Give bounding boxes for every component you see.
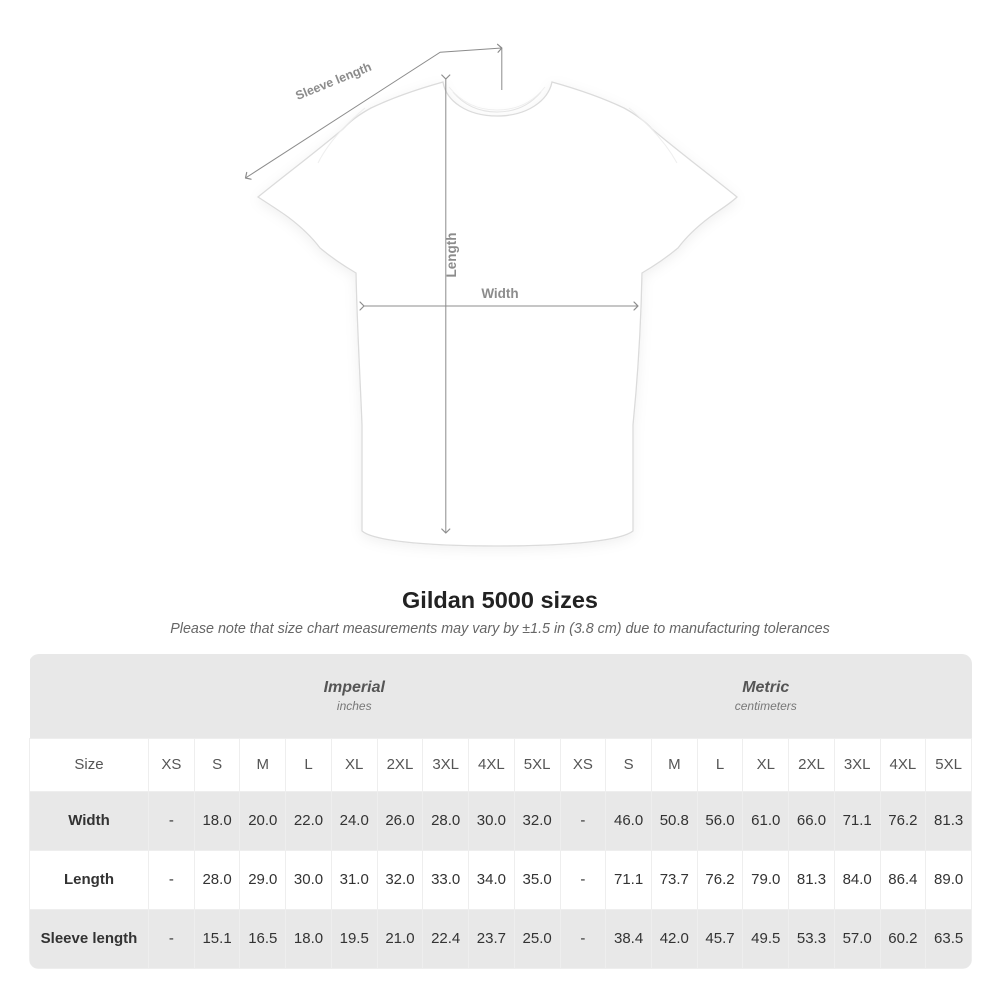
svg-text:Length: Length [444,233,459,278]
svg-text:Sleeve length: Sleeve length [294,60,374,103]
svg-text:Width: Width [481,286,518,301]
